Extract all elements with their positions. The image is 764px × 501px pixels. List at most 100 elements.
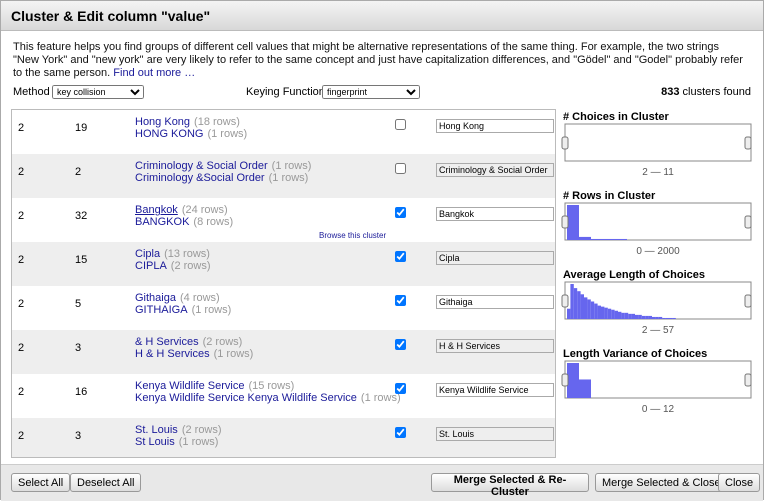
histogram-bar [573,288,578,319]
cluster-row-count: 3 [75,430,82,442]
find-out-more-link[interactable]: Find out more … [113,67,196,79]
description: This feature helps you find groups of di… [13,41,743,80]
histogram-bar [641,315,646,319]
choice-value[interactable]: BANGKOK [135,216,190,228]
merge-checkbox[interactable] [395,339,406,350]
cluster-row-count: 3 [75,342,82,354]
histogram-range: 2 — 11 [642,167,674,178]
choice-row-count: (1 rows) [191,304,232,316]
merge-close-button[interactable]: Merge Selected & Close [595,473,728,492]
choice-row-count: (18 rows) [194,116,240,128]
cluster-row: 2 5 Githaiga (4 rows) GITHAIGA (1 rows) Githai… [12,286,555,330]
merge-checkbox[interactable] [395,119,406,130]
method-select[interactable]: key collision [52,85,144,99]
choice-value[interactable]: H & H Services [135,348,210,360]
deselect-all-button[interactable]: Deselect All [70,473,142,492]
histogram-handle[interactable] [744,373,752,387]
choice-value[interactable]: & H Services [135,336,199,348]
cluster-row: 2 19 Hong Kong (18 rows) HONG KONG (1 rows) Ho… [12,110,555,154]
choice: GITHAIGA (1 rows) [135,304,231,316]
choice-value[interactable]: Hong Kong [135,116,191,128]
new-value-input[interactable]: Cipla [436,251,554,265]
clusters-found: 833 clusters found [661,86,751,98]
choice: Criminology & Social Order (1 rows) [135,160,311,172]
histogram-handle[interactable] [561,294,569,308]
new-value-input[interactable]: St. Louis [436,427,554,441]
histogram-bar [607,308,612,319]
choice-value[interactable]: Cipla [135,248,161,260]
choice-row-count: (1 rows) [268,172,309,184]
cluster-row: 2 2 Criminology & Social Order (1 rows) Crim… [12,154,555,198]
histogram-bar [669,317,673,319]
histogram-bar [580,294,584,319]
choice-value[interactable]: Githaiga [135,292,176,304]
choice-value[interactable]: St. Louis [135,424,178,436]
cluster-size: 2 [18,254,25,266]
new-value-input[interactable]: Githaiga [436,295,554,309]
choice-value[interactable]: GITHAIGA [135,304,188,316]
clusters-found-label: clusters found [682,86,751,98]
choice: St. Louis (2 rows) [135,424,222,436]
merge-checkbox[interactable] [395,427,406,438]
new-value-input[interactable]: Hong Kong [436,119,554,133]
histogram-handle[interactable] [561,215,569,229]
cluster-size: 2 [18,386,25,398]
histogram-bar [570,284,574,319]
histogram-bar [579,236,591,240]
cluster-size: 2 [18,430,25,442]
select-all-button[interactable]: Select All [11,473,71,492]
cluster-table: 2 19 Hong Kong (18 rows) HONG KONG (1 rows) Ho… [11,109,556,458]
footer: Select All Deselect All Merge Selected &… [1,464,763,501]
histogram-range: 0 — 12 [641,404,675,415]
choice-value[interactable]: Kenya Wildlife Service [135,380,245,392]
histogram-range: 2 — 57 [641,325,675,336]
histogram-bar [614,310,618,319]
merge-checkbox[interactable] [395,295,406,306]
cluster-row: 2 16 Kenya Wildlife Service (15 rows) Kenya … [12,374,555,418]
new-value-input[interactable]: Bangkok [436,207,554,221]
choice: HONG KONG (1 rows) [135,128,247,140]
histogram-handle[interactable] [744,294,752,308]
histogram-bar [603,238,615,240]
choice: Kenya Wildlife Service (15 rows) [135,380,294,392]
choice: Criminology &Social Order (1 rows) [135,172,308,184]
merge-checkbox[interactable] [395,163,406,174]
cluster-size: 2 [18,166,25,178]
histogram-bar [577,291,581,319]
histogram-bar [567,205,579,240]
histogram-handle[interactable] [561,373,569,387]
histogram-bar [615,238,627,240]
cluster-size: 2 [18,210,25,222]
merge-checkbox[interactable] [395,251,406,262]
choice: CIPLA (2 rows) [135,260,211,272]
new-value-input[interactable]: Kenya Wildlife Service [436,383,554,397]
choice-value[interactable]: CIPLA [135,260,167,272]
choice-value[interactable]: St Louis [135,436,175,448]
merge-checkbox[interactable] [395,207,406,218]
choice: H & H Services (1 rows) [135,348,253,360]
histogram-bar [624,312,629,319]
browse-cluster-link[interactable]: Browse this cluster [319,231,387,240]
close-button[interactable]: Close [718,473,761,492]
choice-row-count: (1 rows) [271,160,312,172]
histogram-handle[interactable] [744,136,752,150]
choice-value[interactable]: Criminology &Social Order [135,172,265,184]
merge-checkbox[interactable] [395,383,406,394]
new-value-input[interactable]: H & H Services [436,339,554,353]
histogram-handle[interactable] [561,136,569,150]
choice-row-count: (1 rows) [360,392,401,404]
histogram-bar [658,316,663,319]
method-label: Method [13,86,50,98]
keying-select[interactable]: fingerprint [322,85,420,99]
choice-value[interactable]: Criminology & Social Order [135,160,268,172]
choice-row-count: (2 rows) [170,260,211,272]
choice-value[interactable]: HONG KONG [135,128,204,140]
histogram-bar [638,314,642,319]
histogram-handle[interactable] [744,215,752,229]
choice-row-count: (1 rows) [213,348,254,360]
choice-value[interactable]: Kenya Wildlife Service Kenya Wildlife Se… [135,392,357,404]
new-value-input[interactable]: Criminology & Social Order [436,163,554,177]
cluster-row-count: 16 [75,386,88,398]
choice-value[interactable]: Bangkok [135,204,178,216]
merge-recluster-button[interactable]: Merge Selected & Re-Cluster [431,473,589,498]
